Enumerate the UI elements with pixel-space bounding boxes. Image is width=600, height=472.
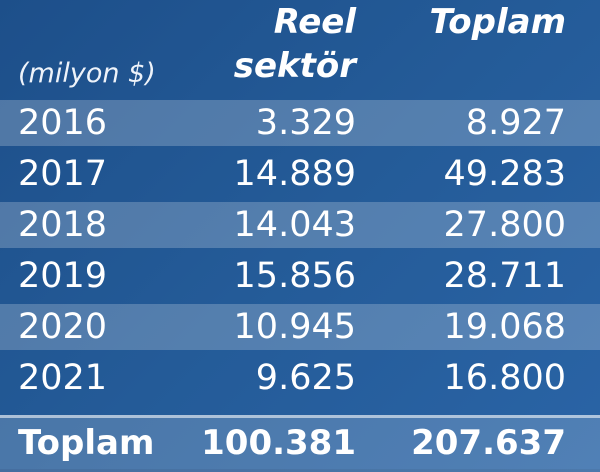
column-header-real-line2: sektör (233, 46, 356, 86)
row-real-value: 15.856 (233, 256, 356, 296)
row-total-value: 19.068 (443, 307, 566, 347)
row-year: 2019 (18, 256, 108, 296)
total-real-value: 100.381 (201, 423, 356, 463)
row-total-value: 16.800 (443, 358, 566, 398)
row-year: 2020 (18, 307, 108, 347)
unit-label: (milyon $) (18, 58, 156, 89)
table-row: 2016 3.329 8.927 (0, 100, 600, 146)
row-total-value: 28.711 (443, 256, 566, 296)
row-real-value: 10.945 (233, 307, 356, 347)
column-header-real-line1: Reel (273, 2, 356, 42)
row-real-value: 9.625 (255, 358, 356, 398)
total-row: Toplam 100.381 207.637 (0, 415, 600, 472)
row-real-value: 3.329 (255, 103, 356, 143)
column-header-real-sector: Reel sektör (156, 0, 356, 88)
table-row: 2017 14.889 49.283 (0, 151, 600, 197)
row-year: 2021 (18, 358, 108, 398)
row-year: 2017 (18, 154, 108, 194)
table-row: 2019 15.856 28.711 (0, 253, 600, 299)
total-total-value: 207.637 (411, 423, 566, 463)
total-label: Toplam (18, 423, 155, 463)
row-total-value: 49.283 (443, 154, 566, 194)
row-real-value: 14.043 (233, 205, 356, 245)
table-row: 2020 10.945 19.068 (0, 304, 600, 350)
table-header: Reel sektör Toplam (milyon $) (0, 0, 600, 100)
table-row: 2021 9.625 16.800 (0, 355, 600, 401)
table-row: 2018 14.043 27.800 (0, 202, 600, 248)
row-total-value: 27.800 (443, 205, 566, 245)
row-real-value: 14.889 (233, 154, 356, 194)
row-total-value: 8.927 (465, 103, 566, 143)
row-year: 2016 (18, 103, 108, 143)
row-year: 2018 (18, 205, 108, 245)
column-header-total: Toplam (429, 2, 566, 42)
